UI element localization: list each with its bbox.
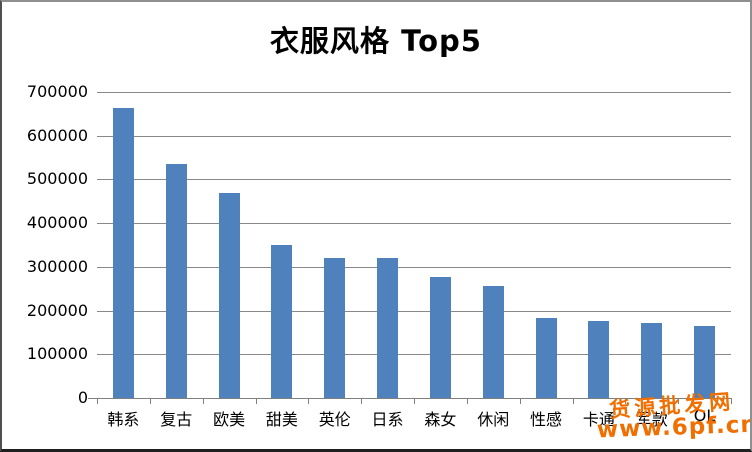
axis-tick bbox=[308, 398, 310, 404]
x-axis-label: 日系 bbox=[371, 410, 404, 429]
x-axis-label: 甜美 bbox=[265, 410, 298, 429]
bar-slot bbox=[97, 92, 150, 398]
y-axis-tick-label: 300000 bbox=[26, 256, 88, 276]
y-axis-tick-label: 0 bbox=[77, 388, 88, 407]
axis-tick bbox=[519, 398, 521, 404]
x-axis-label: 军款 bbox=[635, 410, 668, 429]
plot-area bbox=[88, 92, 732, 404]
axis-tick bbox=[625, 398, 627, 404]
bar-slot bbox=[520, 92, 573, 398]
x-axis-label: 欧美 bbox=[213, 410, 246, 429]
gridline bbox=[97, 135, 731, 137]
bar-甜美 bbox=[271, 244, 293, 398]
axis-tick bbox=[255, 398, 257, 404]
bar-欧美 bbox=[218, 193, 240, 398]
x-axis-label: 英伦 bbox=[318, 410, 351, 429]
chart-title: 衣服风格 Top5 bbox=[270, 24, 482, 58]
gridline bbox=[97, 179, 731, 181]
x-axis-label: 复古 bbox=[160, 410, 193, 429]
bar-性感 bbox=[535, 317, 557, 398]
bar-森女 bbox=[429, 277, 451, 398]
bar-slot bbox=[308, 92, 361, 398]
axis-tick bbox=[97, 398, 98, 404]
axis-tick bbox=[466, 398, 468, 404]
axis-tick bbox=[678, 398, 680, 404]
bar-军款 bbox=[641, 322, 663, 398]
x-axis-label: 韩系 bbox=[107, 410, 140, 429]
y-axis-tick-label: 500000 bbox=[26, 169, 88, 189]
gridline bbox=[97, 266, 731, 268]
gridline bbox=[97, 310, 731, 312]
y-axis-tick-label: 400000 bbox=[26, 213, 88, 233]
axis-tick bbox=[572, 398, 574, 404]
x-axis-label: 森女 bbox=[424, 410, 457, 429]
bar-slot bbox=[203, 92, 256, 398]
y-axis-tick-label: 100000 bbox=[26, 344, 88, 364]
x-axis-label: 卡通 bbox=[582, 410, 615, 429]
bar-slot bbox=[414, 92, 467, 398]
bar-韩系 bbox=[112, 108, 134, 398]
axis-tick bbox=[414, 398, 415, 404]
bar-slot bbox=[255, 92, 308, 398]
x-axis-labels: 韩系 复古 欧美 甜美 英伦 日系 森女 休闲 性感 卡通 军款 OL bbox=[97, 406, 731, 430]
axis-tick bbox=[149, 398, 151, 404]
x-axis-line bbox=[88, 398, 731, 399]
axis-tick bbox=[731, 398, 732, 404]
x-axis-label: 性感 bbox=[530, 410, 563, 429]
x-axis-label: OL bbox=[693, 406, 716, 425]
bar-slot bbox=[678, 92, 731, 398]
bar-英伦 bbox=[324, 258, 346, 398]
bar-slot bbox=[361, 92, 414, 398]
x-axis-label: 休闲 bbox=[477, 410, 510, 429]
y-axis-tick-label: 200000 bbox=[26, 300, 88, 320]
y-axis-tick-label: 700000 bbox=[26, 82, 88, 101]
bar-slot bbox=[467, 92, 520, 398]
axis-tick bbox=[361, 398, 363, 404]
bar-日系 bbox=[377, 258, 399, 398]
bar-OL bbox=[694, 325, 716, 398]
gridline bbox=[97, 92, 731, 93]
bar-slot bbox=[572, 92, 625, 398]
y-axis-tick-label: 600000 bbox=[26, 125, 88, 145]
bar-slot bbox=[150, 92, 203, 398]
bar-复古 bbox=[165, 164, 187, 398]
gridline bbox=[97, 354, 731, 356]
gridline bbox=[97, 223, 731, 225]
axis-tick bbox=[202, 398, 204, 404]
bar-卡通 bbox=[588, 320, 610, 398]
bar-series bbox=[97, 92, 731, 398]
bar-slot bbox=[625, 92, 678, 398]
bar-休闲 bbox=[482, 285, 504, 398]
